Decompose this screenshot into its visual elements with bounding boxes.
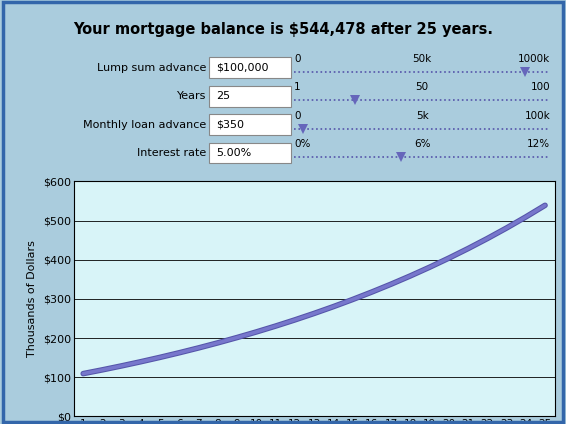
Text: 6%: 6%: [414, 139, 430, 149]
Text: $100,000: $100,000: [216, 63, 269, 73]
Text: Monthly loan advance: Monthly loan advance: [83, 120, 207, 130]
Text: 100k: 100k: [525, 111, 550, 120]
Text: Years: Years: [177, 91, 207, 101]
Text: 0%: 0%: [294, 139, 310, 149]
Text: 0: 0: [294, 111, 301, 120]
FancyBboxPatch shape: [209, 114, 291, 135]
Text: 5.00%: 5.00%: [216, 148, 252, 158]
Text: 12%: 12%: [528, 139, 550, 149]
FancyBboxPatch shape: [209, 86, 291, 106]
Text: 50k: 50k: [413, 54, 432, 64]
Text: 50: 50: [415, 82, 428, 92]
Text: 25: 25: [216, 91, 230, 101]
Text: $350: $350: [216, 120, 245, 130]
Text: 100: 100: [531, 82, 550, 92]
Y-axis label: Thousands of Dollars: Thousands of Dollars: [27, 240, 37, 357]
FancyBboxPatch shape: [209, 143, 291, 163]
Text: 0: 0: [294, 54, 301, 64]
Text: Interest rate: Interest rate: [138, 148, 207, 158]
Text: Your mortgage balance is $544,478 after 25 years.: Your mortgage balance is $544,478 after …: [73, 22, 493, 37]
Text: Lump sum advance: Lump sum advance: [97, 63, 207, 73]
FancyBboxPatch shape: [209, 57, 291, 78]
Text: 1: 1: [294, 82, 301, 92]
Text: 5k: 5k: [416, 111, 428, 120]
Text: 1000k: 1000k: [518, 54, 550, 64]
